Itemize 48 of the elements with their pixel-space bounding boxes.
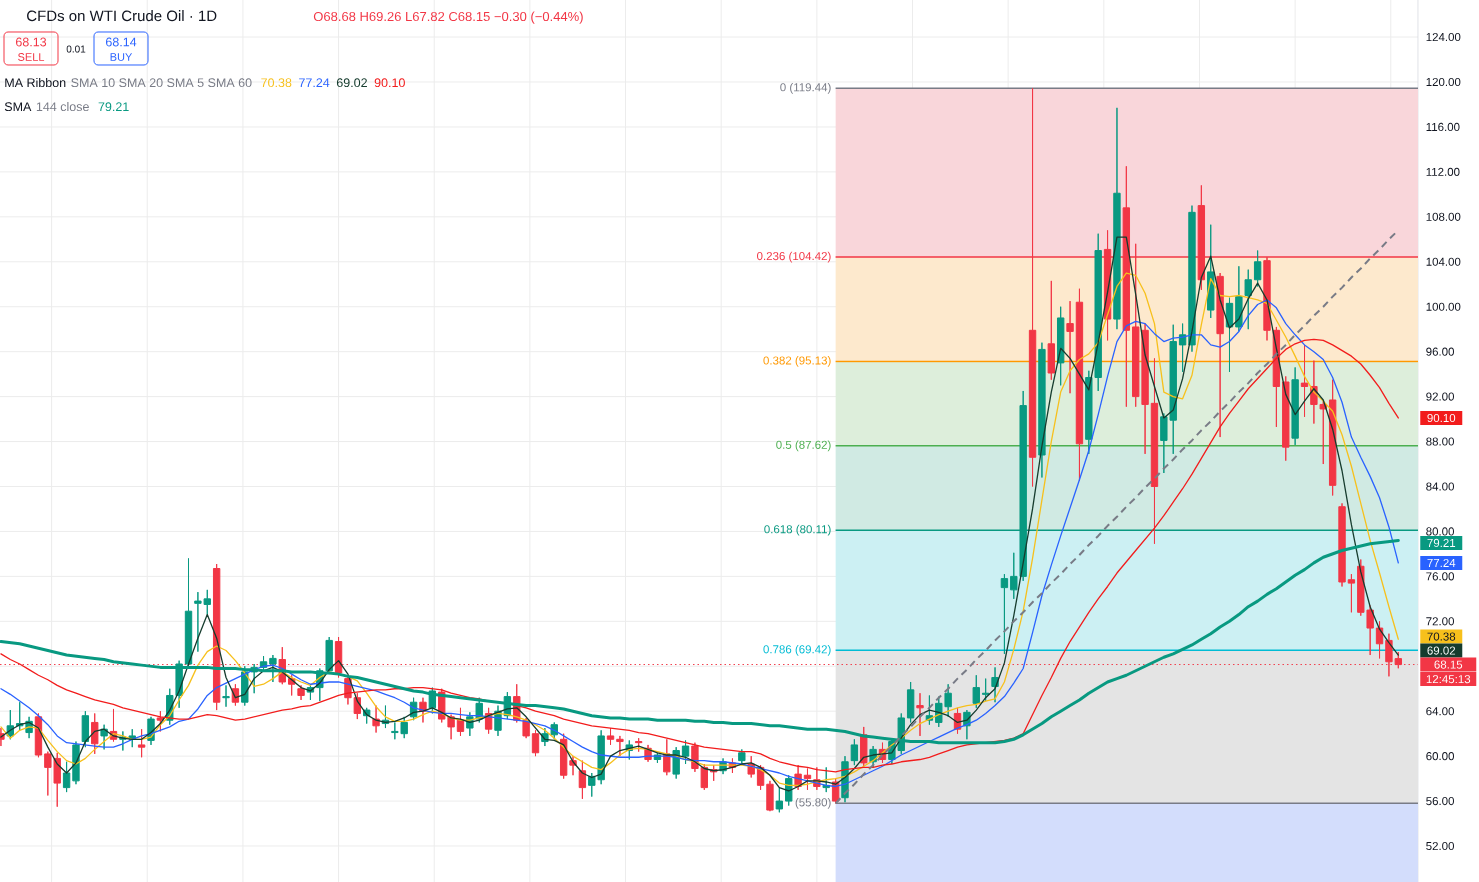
y-tick-label: 104.00 — [1426, 257, 1461, 266]
text: 77.24 — [1427, 558, 1456, 567]
annotation: 79.21 — [98, 102, 129, 112]
ref-line-label: 0.236 (104.42) — [757, 251, 831, 263]
annotation: 0.01 — [66, 45, 86, 53]
annotation: 69.02 — [336, 78, 367, 88]
annotation: SMA — [4, 102, 32, 112]
y-tick-label: 56.00 — [1426, 797, 1455, 806]
ref-line-label: (55.80) — [795, 797, 831, 809]
y-tick-label: 108.00 — [1426, 212, 1461, 221]
y-tick-label: 96.00 — [1426, 347, 1455, 356]
annotation: 68.14 — [105, 37, 137, 47]
y-tick-label: 84.00 — [1426, 482, 1455, 491]
y-tick-label: 64.00 — [1426, 707, 1455, 716]
annotation: BUY — [110, 53, 133, 61]
annotation: 68.13 — [15, 37, 47, 47]
ref-line-label: 0.618 (80.11) — [764, 524, 831, 536]
text: 90.10 — [1427, 413, 1456, 423]
ref-line-label: 0.382 (95.13) — [763, 356, 831, 367]
y-tick-label: 100.00 — [1426, 302, 1461, 311]
y-tick-label: 60.00 — [1426, 752, 1455, 761]
text: 79.21 — [1427, 538, 1456, 547]
ref-line-label: 0.786 (69.42) — [763, 644, 831, 656]
annotation: 144 close — [36, 101, 89, 112]
y-tick-label: 112.00 — [1426, 167, 1460, 176]
y-tick-label: 116.00 — [1426, 122, 1460, 132]
annotation: O68.68 H69.26 L67.82 C68.15 −0.30 (−0.44%) — [313, 11, 583, 24]
y-tick-label: 92.00 — [1426, 392, 1455, 401]
text: 69.02 — [1427, 646, 1456, 655]
ref-line-label: 0.5 (87.62) — [776, 440, 831, 452]
text: 70.38 — [1427, 632, 1456, 641]
y-tick-label: 72.00 — [1426, 617, 1455, 626]
text: CFDs on WTI Crude Oil · 1D — [27, 10, 217, 22]
y-tick-label: 88.00 — [1426, 437, 1455, 446]
text: 68.15 — [1434, 660, 1463, 669]
y-tick-label: 76.00 — [1426, 572, 1455, 581]
y-tick-label: 80.00 — [1426, 527, 1455, 536]
y-tick-label: 120.00 — [1426, 77, 1461, 87]
annotation: SMA 10 SMA 20 SMA 5 SMA 60 — [71, 78, 252, 88]
annotation: MA Ribbon — [5, 77, 66, 88]
annotation: SELL — [18, 53, 45, 61]
annotation: 70.38 — [261, 78, 292, 88]
ref-line-label: 0 (119.44) — [780, 82, 831, 94]
annotation: 77.24 — [299, 78, 330, 87]
y-tick-label: 52.00 — [1426, 841, 1455, 851]
text: 12:45:13 — [1426, 675, 1471, 684]
annotation: 90.10 — [374, 78, 405, 88]
y-tick-label: 124.00 — [1426, 32, 1461, 42]
